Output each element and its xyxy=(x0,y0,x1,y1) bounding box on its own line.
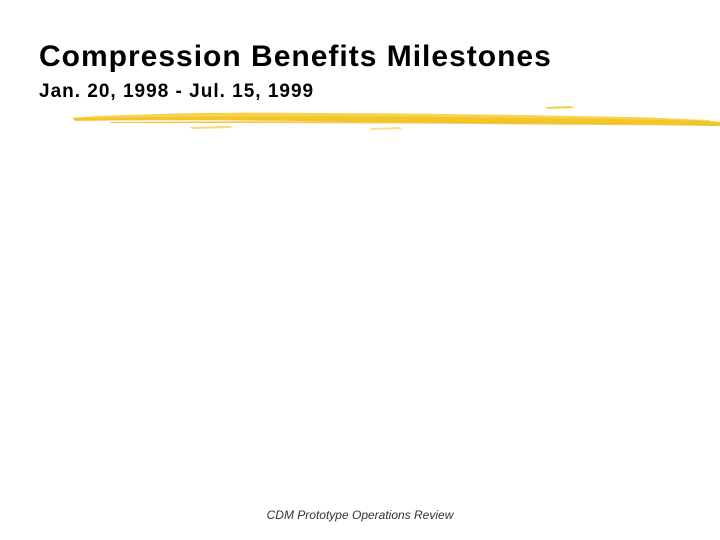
brush-stroke-speck-3 xyxy=(370,127,402,130)
brush-stroke-highlight xyxy=(90,112,710,121)
brush-stroke-speck-2 xyxy=(190,126,232,129)
slide-subtitle: Jan. 20, 1998 - Jul. 15, 1999 xyxy=(39,81,315,102)
brush-stroke-texture xyxy=(110,121,715,126)
slide-title: Compression Benefits Milestones xyxy=(39,40,552,73)
yellow-brush-stroke-divider xyxy=(72,106,720,130)
slide-footer: CDM Prototype Operations Review xyxy=(266,508,454,522)
brush-stroke-speck-1 xyxy=(545,106,575,109)
